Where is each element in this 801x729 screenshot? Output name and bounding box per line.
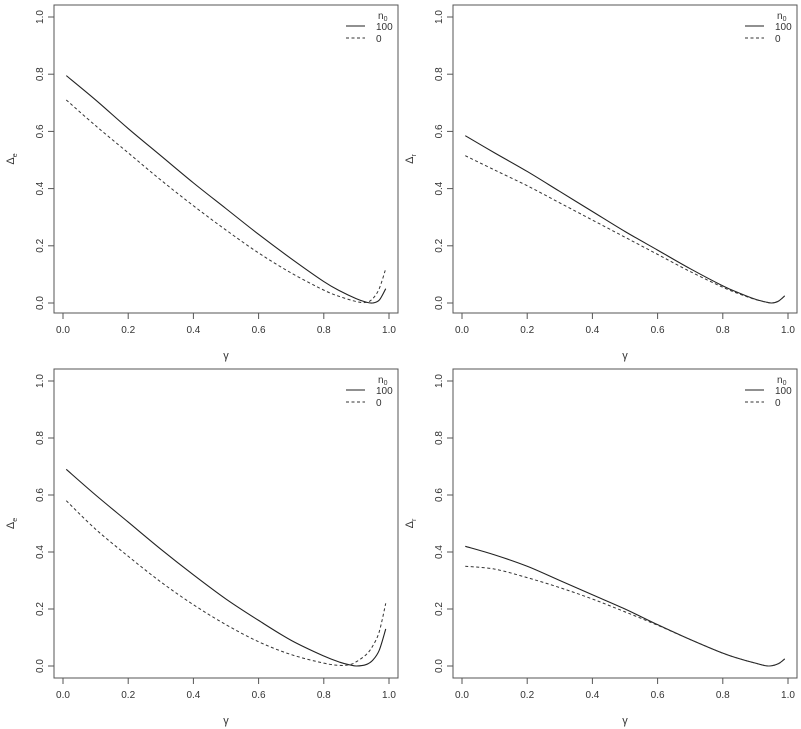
y-tick-label: 0.0 [35, 659, 46, 673]
series-line-n0-0 [465, 155, 786, 304]
x-axis: 0.0 0.2 0.4 0.6 0.8 1.0 [56, 313, 396, 336]
legend-title: n0 [777, 11, 787, 23]
x-axis-label: γ [223, 350, 229, 362]
x-tick-label: 0.4 [585, 690, 599, 701]
y-axis: 0.0 0.2 0.4 0.6 0.8 1.0 [434, 374, 453, 673]
y-tick-label: 0.0 [434, 659, 445, 673]
x-axis: 0.0 0.2 0.4 0.6 0.8 1.0 [56, 678, 396, 701]
legend-label: 0 [376, 398, 382, 409]
plot-frame [452, 4, 798, 314]
x-tick-label: 0.6 [252, 690, 266, 701]
y-tick-label: 0.6 [434, 124, 445, 138]
legend-label: 100 [775, 22, 792, 33]
x-axis-label: γ [223, 715, 229, 727]
x-tick-label: 0.6 [252, 325, 266, 336]
x-axis-label: γ [622, 350, 628, 362]
y-tick-label: 0.8 [35, 67, 46, 81]
x-tick-label: 0.4 [585, 325, 599, 336]
legend-title: n0 [378, 11, 388, 23]
x-tick-label: 0.8 [716, 690, 730, 701]
y-tick-label: 1.0 [434, 374, 445, 388]
x-axis: 0.0 0.2 0.4 0.6 0.8 1.0 [455, 313, 795, 336]
y-axis: 0.0 0.2 0.4 0.6 0.8 1.0 [434, 10, 453, 310]
y-axis-label: Δe [5, 518, 19, 529]
series-line-n0-100 [65, 468, 387, 667]
y-tick-label: 0.2 [434, 602, 445, 616]
plot-frame [53, 368, 399, 679]
x-tick-label: 0.8 [317, 325, 331, 336]
plot-frame [452, 368, 798, 679]
y-tick-label: 1.0 [35, 10, 46, 24]
legend-title: n0 [378, 375, 388, 387]
y-tick-label: 0.2 [35, 238, 46, 252]
panel-top-right: 0.0 0.2 0.4 0.6 0.8 1.0 0.0 0.2 0.4 0.6 0.8 1.0 γ Δr n… [404, 4, 798, 362]
y-tick-label: 0.0 [35, 296, 46, 310]
y-tick-label: 0.2 [35, 602, 46, 616]
y-tick-label: 1.0 [434, 10, 445, 24]
x-tick-label: 0.4 [186, 690, 200, 701]
x-tick-label: 1.0 [781, 325, 795, 336]
legend-label: 100 [376, 22, 393, 33]
x-tick-label: 0.0 [56, 690, 70, 701]
panel-top-left: 0.0 0.2 0.4 0.6 0.8 1.0 0.0 0.2 0.4 0.6 0.8 1.0 γ Δe n… [5, 4, 399, 362]
y-axis: 0.0 0.2 0.4 0.6 0.8 1.0 [35, 374, 54, 673]
y-tick-label: 0.8 [434, 67, 445, 81]
x-axis: 0.0 0.2 0.4 0.6 0.8 1.0 [455, 678, 795, 701]
plot-frame [53, 4, 399, 314]
y-axis-label: Δr [404, 518, 418, 528]
y-tick-label: 0.4 [35, 545, 46, 559]
legend-title: n0 [777, 375, 787, 387]
series-line-n0-0 [65, 99, 387, 304]
x-tick-label: 0.6 [651, 325, 665, 336]
series-line-n0-0 [465, 565, 786, 667]
y-tick-label: 0.4 [35, 181, 46, 195]
legend-label: 100 [775, 386, 792, 397]
x-axis-label: γ [622, 715, 628, 727]
y-tick-label: 0.6 [434, 488, 445, 502]
legend-label: 100 [376, 386, 393, 397]
x-tick-label: 0.0 [56, 325, 70, 336]
panel-bottom-right: 0.0 0.2 0.4 0.6 0.8 1.0 0.0 0.2 0.4 0.6 0.8 1.0 γ Δr n… [404, 368, 798, 727]
x-tick-label: 0.8 [317, 690, 331, 701]
x-tick-label: 0.2 [121, 325, 135, 336]
legend-label: 0 [775, 34, 781, 45]
y-tick-label: 0.4 [434, 181, 445, 195]
panel-bottom-left: 0.0 0.2 0.4 0.6 0.8 1.0 0.0 0.2 0.4 0.6 0.8 1.0 γ Δe n… [5, 368, 399, 727]
series-line-n0-0 [65, 500, 387, 666]
x-tick-label: 0.2 [520, 325, 534, 336]
x-tick-label: 1.0 [382, 690, 396, 701]
legend-label: 0 [775, 398, 781, 409]
y-axis-label: Δr [404, 153, 418, 163]
y-tick-label: 0.8 [35, 431, 46, 445]
x-tick-label: 0.8 [716, 325, 730, 336]
y-axis-label: Δe [5, 153, 19, 164]
x-tick-label: 0.2 [121, 690, 135, 701]
series-line-n0-100 [464, 135, 786, 304]
x-tick-label: 0.6 [651, 690, 665, 701]
series-line-n0-100 [65, 75, 387, 304]
x-tick-label: 0.2 [520, 690, 534, 701]
x-tick-label: 0.4 [186, 325, 200, 336]
y-tick-label: 1.0 [35, 374, 46, 388]
x-tick-label: 0.0 [455, 325, 469, 336]
series-line-n0-100 [465, 545, 786, 667]
y-tick-label: 0.6 [35, 488, 46, 502]
legend-label: 0 [376, 34, 382, 45]
x-tick-label: 0.0 [455, 690, 469, 701]
y-tick-label: 0.2 [434, 238, 445, 252]
y-tick-label: 0.8 [434, 431, 445, 445]
y-tick-label: 0.0 [434, 296, 445, 310]
y-tick-label: 0.4 [434, 545, 445, 559]
x-tick-label: 1.0 [382, 325, 396, 336]
x-tick-label: 1.0 [781, 690, 795, 701]
y-tick-label: 0.6 [35, 124, 46, 138]
y-axis: 0.0 0.2 0.4 0.6 0.8 1.0 [35, 10, 54, 310]
